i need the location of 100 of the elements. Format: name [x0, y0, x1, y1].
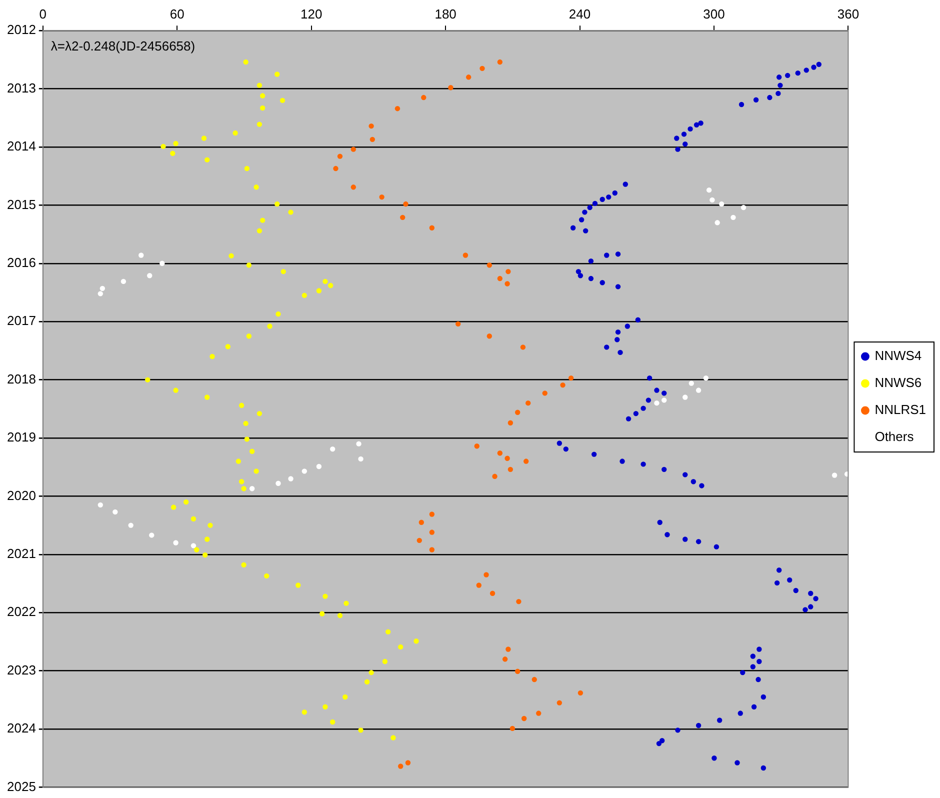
- point: [358, 456, 364, 462]
- y-tick-label: 2024: [7, 720, 36, 736]
- y-tick-label: 2016: [7, 254, 36, 270]
- legend-label: NNWS6: [874, 375, 922, 390]
- point: [523, 458, 529, 464]
- point: [714, 220, 720, 226]
- point: [421, 94, 426, 100]
- point: [497, 59, 503, 65]
- point: [536, 710, 542, 716]
- y-tick-label: 2021: [7, 546, 36, 561]
- point: [654, 400, 660, 406]
- point: [350, 184, 356, 190]
- x-tick-label: 240: [568, 6, 591, 22]
- x-tick-label: 180: [434, 6, 456, 22]
- legend-label: NNLRS1: [874, 402, 926, 418]
- point: [490, 590, 496, 596]
- point: [147, 273, 152, 278]
- point: [497, 276, 503, 282]
- point: [476, 582, 482, 588]
- point: [466, 74, 472, 80]
- point: [568, 375, 574, 381]
- y-tick-label: 2014: [7, 138, 36, 154]
- point: [330, 446, 336, 452]
- y-tick-label: 2023: [7, 662, 36, 678]
- point: [497, 450, 503, 456]
- x-tick-label: 300: [703, 6, 725, 22]
- text: Others: [874, 429, 914, 444]
- point: [112, 509, 118, 515]
- point: [480, 66, 485, 72]
- point: [532, 676, 537, 682]
- point: [288, 476, 294, 482]
- point: [484, 572, 489, 578]
- point: [730, 214, 736, 220]
- point: [138, 252, 144, 258]
- point: [578, 690, 584, 696]
- point: [276, 480, 281, 486]
- point: [149, 532, 154, 538]
- point: [429, 512, 435, 517]
- point: [696, 388, 702, 393]
- point: [688, 380, 694, 386]
- point: [703, 375, 709, 381]
- point: [718, 201, 724, 207]
- point: [100, 286, 106, 292]
- point: [368, 123, 374, 129]
- point: [682, 394, 688, 400]
- y-tick-label: 2022: [7, 604, 36, 620]
- point: [506, 646, 511, 652]
- point: [556, 700, 562, 706]
- y-tick-label: 2012: [7, 22, 36, 38]
- point: [486, 262, 492, 268]
- point: [462, 252, 468, 258]
- point: [510, 726, 516, 732]
- point: [560, 382, 566, 388]
- point: [520, 344, 526, 350]
- point: [429, 547, 435, 552]
- point: [370, 136, 376, 142]
- point: [502, 656, 508, 662]
- point: [521, 716, 527, 722]
- point: [526, 400, 531, 406]
- point: [506, 268, 511, 274]
- y-tick-label: 2025: [7, 778, 36, 794]
- point: [337, 154, 343, 159]
- point: [249, 486, 255, 492]
- point: [403, 201, 408, 207]
- point: [405, 760, 411, 766]
- annotation: λ=λ2-0.248(JD-2456658): [50, 38, 196, 54]
- point: [418, 520, 424, 525]
- y-tick-label: 2015: [7, 196, 36, 212]
- x-tick-label: 360: [837, 6, 860, 22]
- point: [120, 278, 126, 284]
- point: [128, 522, 134, 528]
- point: [448, 85, 454, 90]
- point: [190, 543, 196, 548]
- point: [662, 398, 667, 403]
- y-tick-label: 2019: [7, 430, 36, 445]
- point: [333, 166, 338, 172]
- y-tick-label: 2013: [7, 80, 36, 96]
- point: [516, 598, 522, 604]
- point: [504, 281, 510, 286]
- point: [356, 441, 362, 446]
- point: [474, 444, 480, 449]
- point: [492, 474, 498, 480]
- point: [398, 764, 404, 769]
- point: [429, 530, 435, 535]
- point: [350, 146, 356, 152]
- point: [504, 456, 510, 461]
- x-tick-label: 60: [170, 6, 184, 22]
- point: [508, 466, 514, 472]
- point: [400, 214, 406, 220]
- point: [832, 472, 838, 478]
- x-tick-label: 0: [39, 6, 47, 22]
- point: [542, 390, 548, 396]
- point: [316, 464, 322, 470]
- point: [173, 540, 178, 546]
- point: [302, 468, 308, 474]
- x-tick-label: 120: [300, 6, 322, 22]
- point: [710, 197, 715, 203]
- point: [416, 538, 422, 544]
- point: [98, 291, 104, 296]
- point: [455, 321, 461, 327]
